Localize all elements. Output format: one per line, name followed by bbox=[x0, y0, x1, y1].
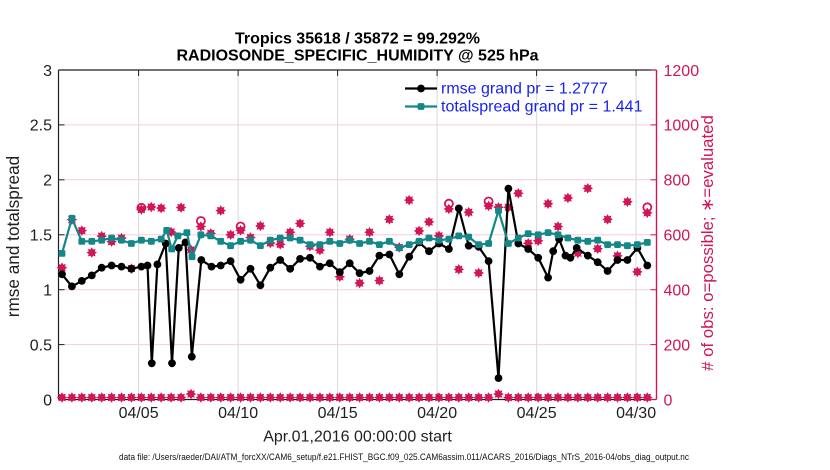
svg-text:RADIOSONDE_SPECIFIC_HUMIDITY @: RADIOSONDE_SPECIFIC_HUMIDITY @ 525 hPa bbox=[176, 48, 538, 65]
svg-text:04/25: 04/25 bbox=[517, 405, 557, 422]
svg-text:3: 3 bbox=[43, 63, 52, 80]
svg-text:2: 2 bbox=[43, 173, 52, 190]
svg-text:04/20: 04/20 bbox=[417, 405, 457, 422]
svg-text:400: 400 bbox=[664, 283, 691, 300]
svg-text:rmse grand pr = 1.2777: rmse grand pr = 1.2777 bbox=[441, 81, 608, 98]
svg-text:0.5: 0.5 bbox=[30, 337, 52, 354]
svg-text:0: 0 bbox=[43, 392, 52, 409]
svg-text:data file: /Users/raeder/DAI/A: data file: /Users/raeder/DAI/ATM_forcXX/… bbox=[119, 452, 689, 462]
svg-text:1000: 1000 bbox=[664, 118, 700, 135]
svg-text:rmse and totalspread: rmse and totalspread bbox=[3, 156, 23, 317]
svg-text:04/05: 04/05 bbox=[119, 405, 159, 422]
svg-text:1200: 1200 bbox=[664, 63, 700, 80]
svg-text:1: 1 bbox=[43, 283, 52, 300]
svg-text:1.5: 1.5 bbox=[30, 228, 52, 245]
svg-text:0: 0 bbox=[664, 392, 673, 409]
svg-text:Tropics 35618 / 35872 = 99.292: Tropics 35618 / 35872 = 99.292% bbox=[235, 31, 480, 48]
svg-text:04/10: 04/10 bbox=[218, 405, 258, 422]
svg-text:200: 200 bbox=[664, 337, 691, 354]
svg-text:600: 600 bbox=[664, 228, 691, 245]
svg-text:2.5: 2.5 bbox=[30, 118, 52, 135]
svg-text:totalspread grand pr = 1.441: totalspread grand pr = 1.441 bbox=[441, 99, 643, 116]
svg-text:04/30: 04/30 bbox=[616, 405, 656, 422]
svg-text:800: 800 bbox=[664, 173, 691, 190]
svg-text:04/15: 04/15 bbox=[318, 405, 358, 422]
svg-text:# of obs: o=possible; ∗=evalua: # of obs: o=possible; ∗=evaluated bbox=[698, 115, 717, 371]
svg-text:Apr.01,2016 00:00:00 start: Apr.01,2016 00:00:00 start bbox=[263, 429, 452, 446]
